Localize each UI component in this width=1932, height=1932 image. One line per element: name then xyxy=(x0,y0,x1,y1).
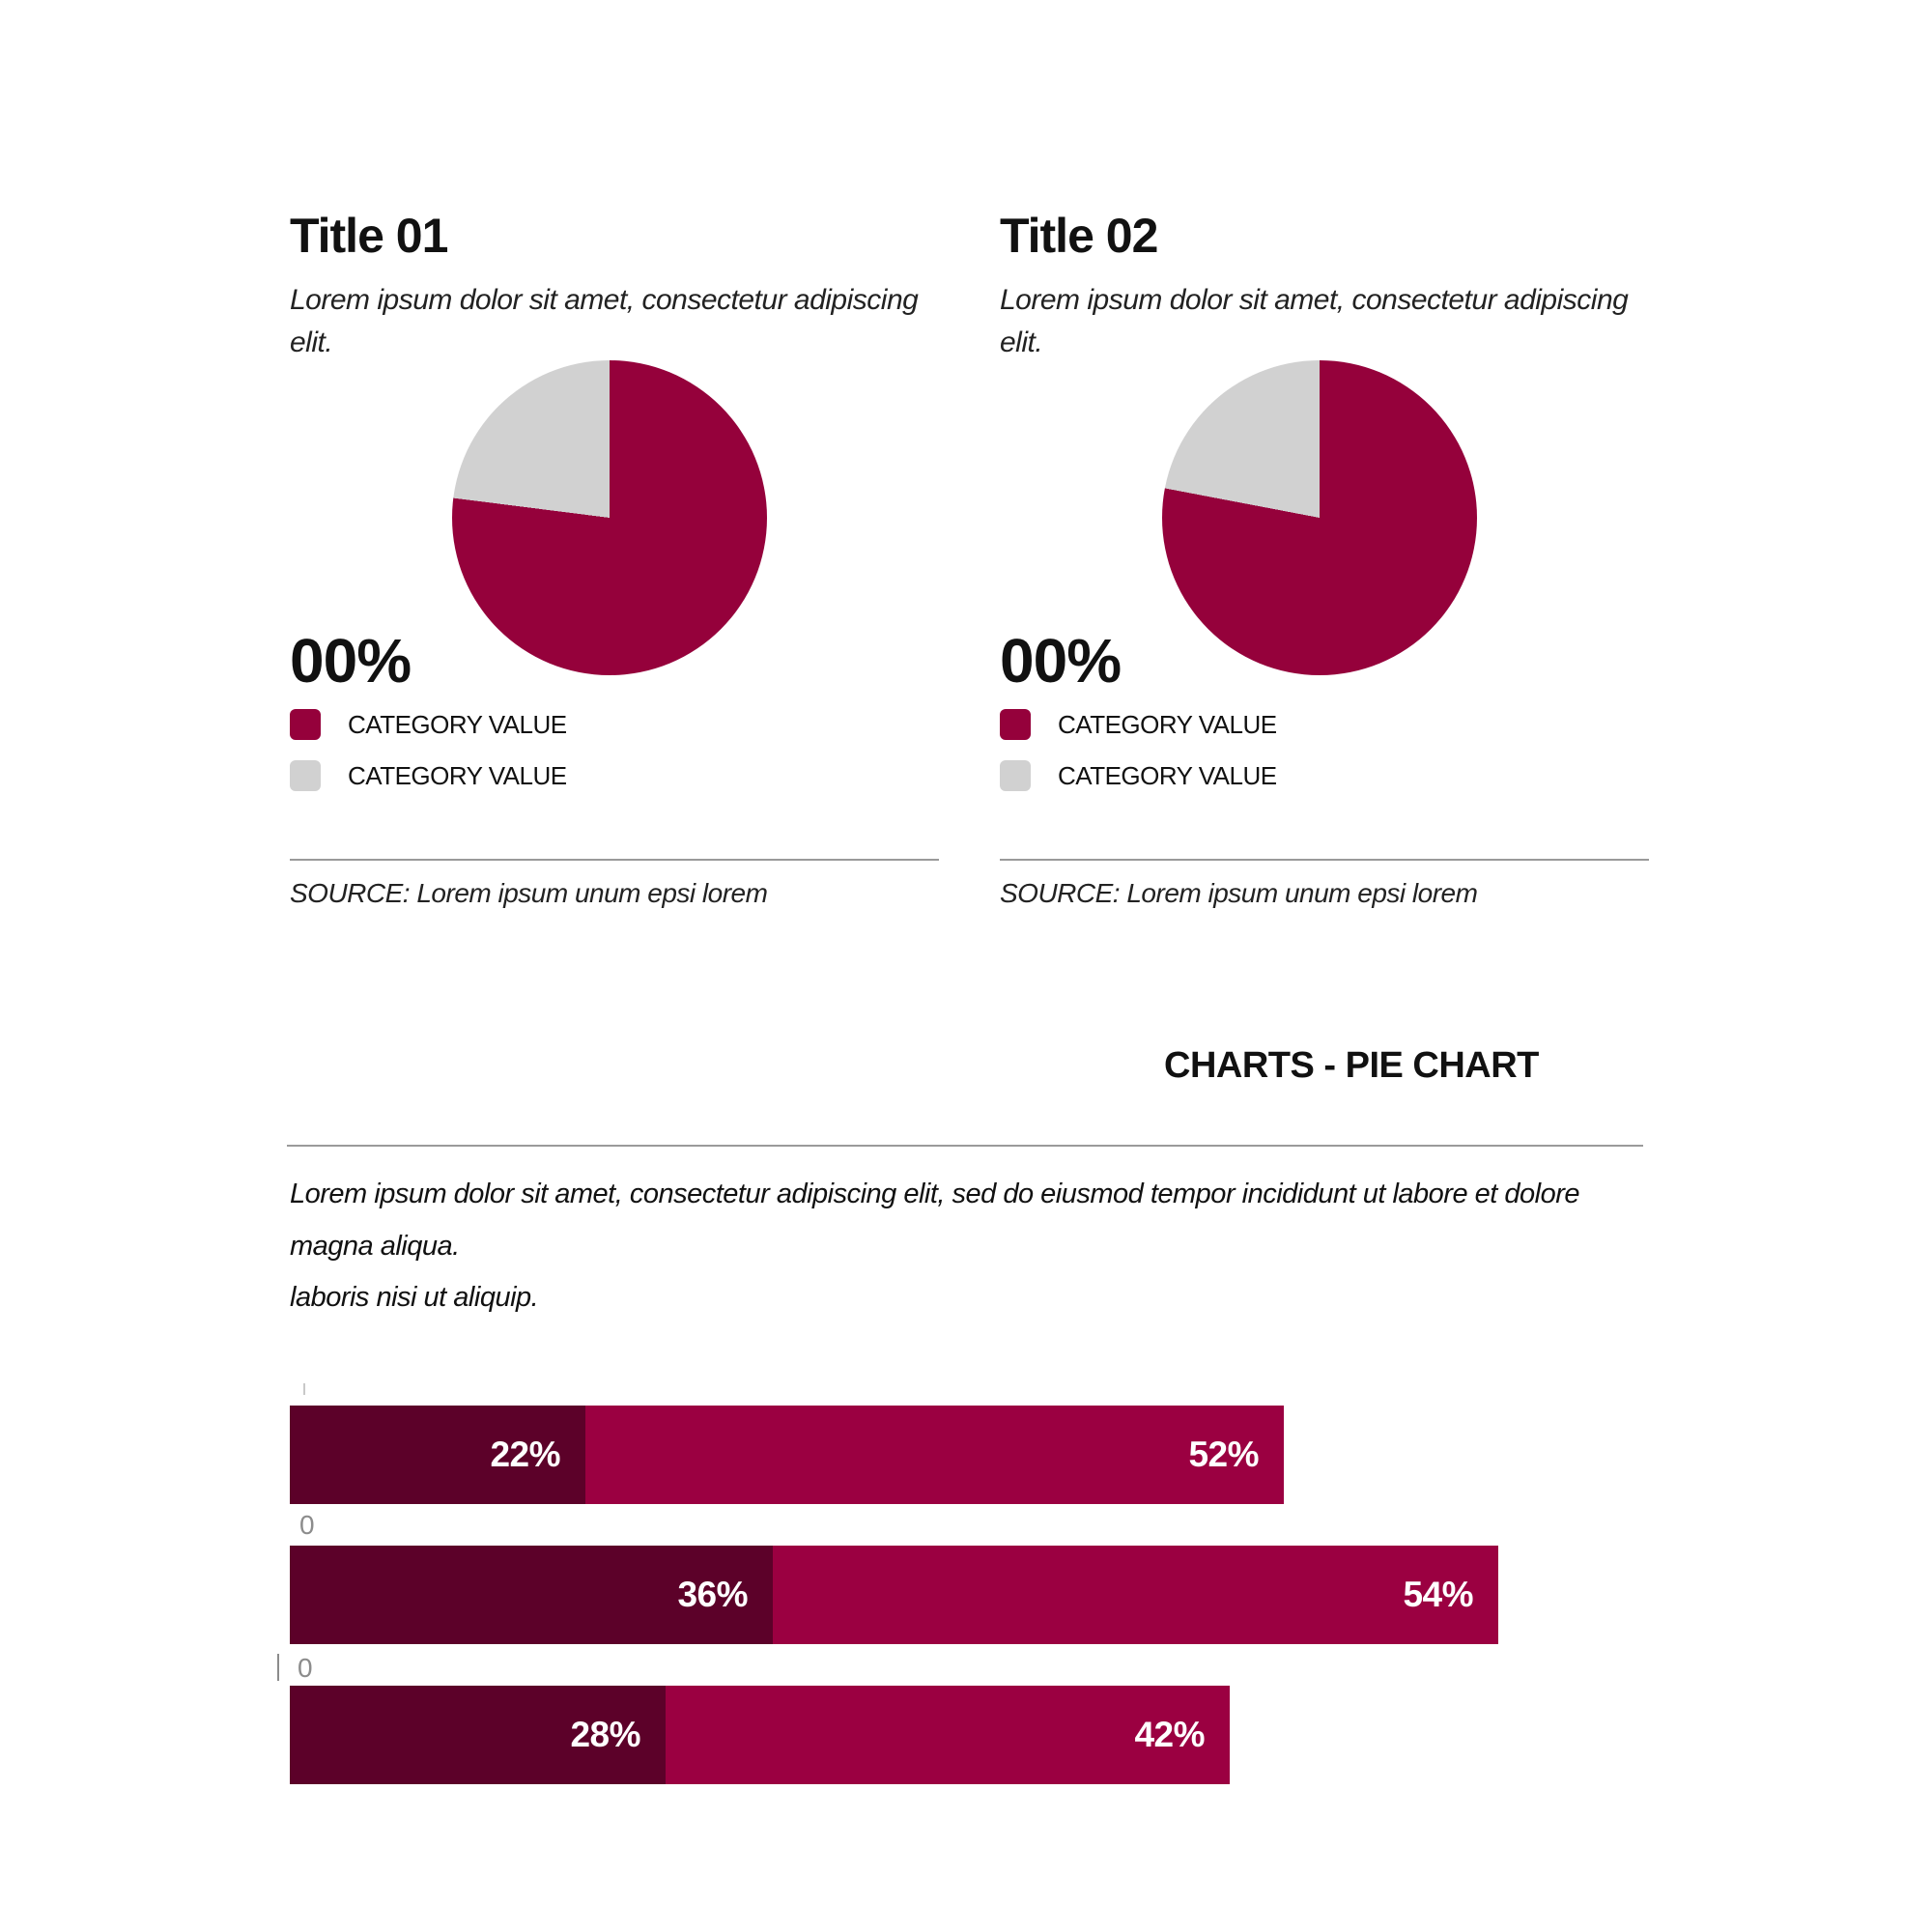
legend-label: CATEGORY VALUE xyxy=(1058,709,1277,739)
legend-row: CATEGORY VALUE xyxy=(1000,759,1277,792)
panel-title: Title 02 xyxy=(1000,209,1158,263)
bar-segment-label: 54% xyxy=(1403,1575,1473,1614)
legend-row: CATEGORY VALUE xyxy=(290,708,567,741)
legend-label: CATEGORY VALUE xyxy=(348,760,567,790)
legend-row: CATEGORY VALUE xyxy=(1000,708,1277,741)
panel-subtitle: Lorem ipsum dolor sit amet, consectetur … xyxy=(1000,284,1629,358)
axis-zero-label: 0 xyxy=(299,1510,315,1540)
panel-subtitle: Lorem ipsum dolor sit amet, consectetur … xyxy=(290,284,919,358)
bar-segment-label: 28% xyxy=(570,1715,640,1754)
big-percentage-value: 00% xyxy=(290,626,412,696)
bar-segment-label: 36% xyxy=(677,1575,748,1614)
axis-tick xyxy=(303,1383,305,1395)
stacked-bar-chart: 22% 52% 0 36% 54% 0 28% 42% xyxy=(277,1381,1662,1792)
stacked-bar-row-1: 22% 52% xyxy=(290,1406,1284,1504)
bar-segment: 22% xyxy=(290,1406,585,1504)
source-note: SOURCE: Lorem ipsum unum epsi lorem xyxy=(290,878,768,908)
section-heading: CHARTS - PIE CHART xyxy=(1164,1045,1539,1086)
section-divider xyxy=(287,1145,1643,1147)
legend-row: CATEGORY VALUE xyxy=(290,759,567,792)
legend-label: CATEGORY VALUE xyxy=(1058,760,1277,790)
stacked-bar-row-3: 28% 42% xyxy=(290,1686,1230,1784)
source-note: SOURCE: Lorem ipsum unum epsi lorem xyxy=(1000,878,1478,908)
bar-segment: 52% xyxy=(585,1406,1284,1504)
legend: CATEGORY VALUE CATEGORY VALUE xyxy=(290,708,567,810)
pie-chart-panel-2: Title 02 Lorem ipsum dolor sit amet, con… xyxy=(1000,208,1649,942)
panel-title: Title 01 xyxy=(290,209,448,263)
bar-segment: 54% xyxy=(773,1546,1498,1644)
big-percentage-value: 00% xyxy=(1000,626,1122,696)
section-paragraph: Lorem ipsum dolor sit amet, consectetur … xyxy=(290,1179,1580,1314)
bar-segment-label: 52% xyxy=(1188,1435,1259,1474)
bar-segment-label: 22% xyxy=(490,1435,560,1474)
legend: CATEGORY VALUE CATEGORY VALUE xyxy=(1000,708,1277,810)
bar-segment: 42% xyxy=(666,1686,1230,1784)
axis-tick xyxy=(277,1654,279,1681)
axis-zero-label: 0 xyxy=(298,1653,313,1683)
pie-chart-1 xyxy=(452,360,767,675)
divider xyxy=(1000,859,1649,861)
bar-segment-label: 42% xyxy=(1134,1715,1205,1754)
divider xyxy=(290,859,939,861)
pie-chart-2 xyxy=(1162,360,1477,675)
stacked-bar-row-2: 36% 54% xyxy=(290,1546,1498,1644)
legend-swatch-secondary xyxy=(290,760,321,791)
pie-chart-panel-1: Title 01 Lorem ipsum dolor sit amet, con… xyxy=(290,208,939,942)
legend-swatch-primary xyxy=(290,709,321,740)
bar-segment: 36% xyxy=(290,1546,773,1644)
legend-swatch-primary xyxy=(1000,709,1031,740)
legend-swatch-secondary xyxy=(1000,760,1031,791)
legend-label: CATEGORY VALUE xyxy=(348,709,567,739)
bar-segment: 28% xyxy=(290,1686,666,1784)
